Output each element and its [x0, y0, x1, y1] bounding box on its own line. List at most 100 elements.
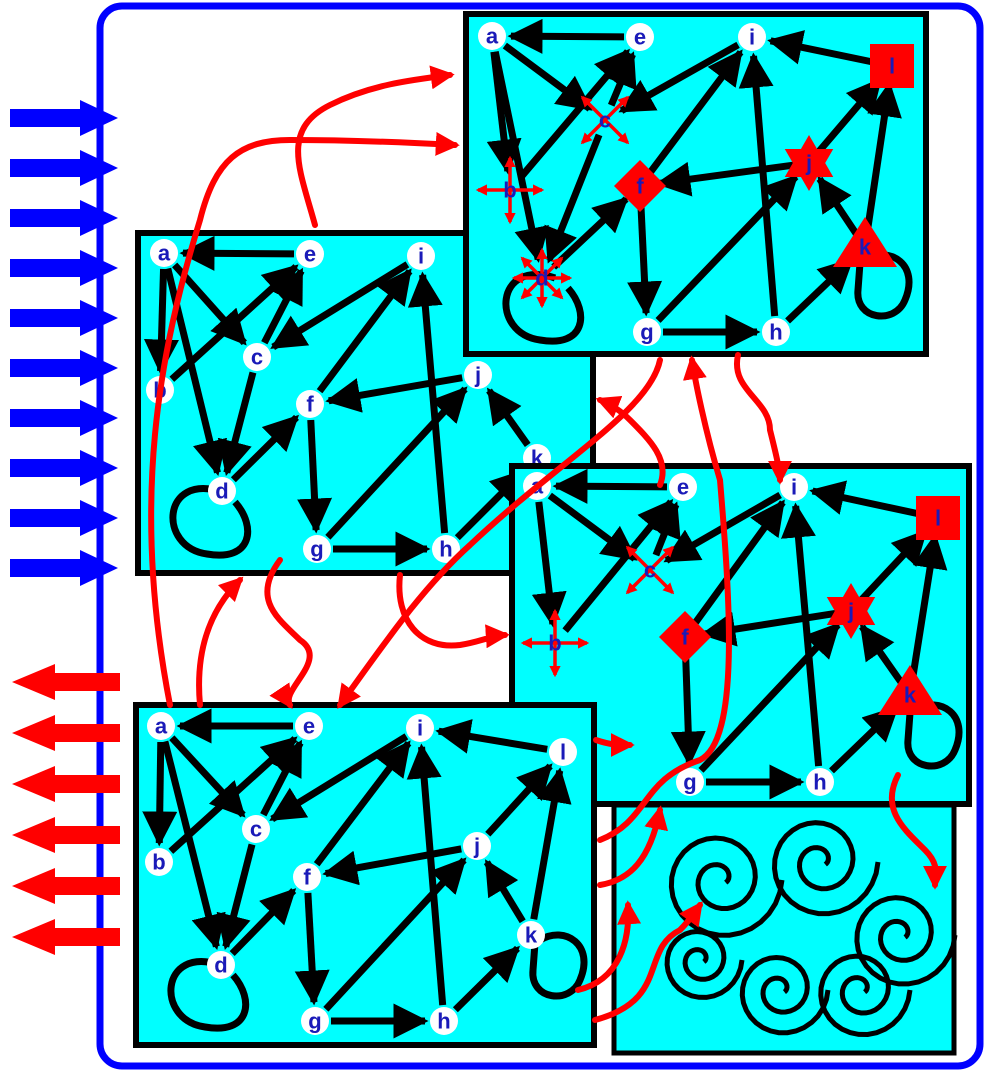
node-circle [293, 863, 321, 891]
chaos-panel [611, 802, 958, 1056]
edge-a-c [502, 42, 593, 112]
edge-a-b [143, 268, 179, 375]
transfer-arrow [337, 357, 663, 709]
node-circle [303, 535, 331, 563]
node-k: k [833, 217, 897, 267]
edge-j-f [325, 374, 463, 413]
edge-f-g [294, 892, 330, 1006]
node-circle [407, 242, 435, 270]
edge-h-k [785, 257, 854, 324]
edge-g-j [655, 174, 799, 323]
node-label: e [677, 475, 689, 500]
inflow-arrows [10, 100, 118, 586]
node-label: e [304, 242, 316, 267]
edge-j-l [485, 763, 553, 837]
node-circle [806, 768, 834, 796]
node-h: h [806, 768, 834, 796]
node-label: j [805, 151, 812, 176]
node-h: h [762, 318, 790, 346]
transfer-arrow [597, 805, 668, 888]
inflow-arrow [10, 450, 118, 486]
chaos-spiral [739, 954, 831, 1036]
edge-a-c [547, 492, 638, 562]
node-l: l [870, 44, 914, 88]
node-circle [738, 23, 766, 51]
node-spoke [580, 118, 607, 145]
outflow-arrow [12, 817, 120, 853]
inflow-arrow [10, 300, 118, 336]
node-label: a [158, 241, 171, 266]
node-circle [243, 343, 271, 371]
node-circle [430, 1007, 458, 1035]
node-spoke [625, 545, 652, 572]
node-label: h [437, 1009, 450, 1034]
edge-h-k [452, 945, 520, 1013]
inflow-arrow [10, 150, 118, 186]
edge-e-a [507, 18, 625, 54]
edge-j-f [322, 845, 462, 886]
node-circle [432, 535, 460, 563]
node-circle [549, 738, 577, 766]
edge-c-d [217, 371, 257, 477]
edge-j-f [655, 161, 794, 197]
node-a: a [150, 239, 178, 267]
node-f: f [296, 390, 324, 418]
node-circle [150, 239, 178, 267]
node-label: i [418, 244, 424, 269]
node-c: c [242, 815, 270, 843]
self-loop-d [167, 958, 250, 1032]
node-g: g [301, 1007, 329, 1035]
node-d: d [208, 477, 236, 505]
node-k: k [517, 921, 545, 949]
node-spoke [625, 568, 652, 595]
self-loop-d [169, 485, 252, 559]
edge-f-i [691, 499, 786, 627]
node-circle [147, 712, 175, 740]
node-diamond [614, 160, 666, 212]
node-spoke [540, 256, 564, 280]
edge-k-j [816, 175, 860, 236]
edge-h-i [406, 743, 447, 1006]
node-label: d [535, 266, 548, 291]
node-label: j [474, 363, 481, 388]
node-c: c [625, 545, 675, 595]
node-label: f [306, 392, 314, 417]
node-circle [145, 848, 173, 876]
edge-a-d [161, 740, 226, 950]
transfer-arrow [575, 900, 642, 993]
chaos-spiral [854, 895, 958, 987]
node-label: c [644, 558, 656, 583]
node-f: f [614, 160, 666, 212]
node-label: k [904, 683, 917, 708]
node-spoke [648, 545, 675, 572]
edge-f-g [670, 652, 706, 767]
node-label: c [250, 817, 262, 842]
transfer-arrows [148, 65, 948, 1023]
edge-a-b [142, 741, 178, 847]
node-circle [301, 1007, 329, 1035]
node-circle [669, 473, 697, 501]
node-d: d [207, 951, 235, 979]
edge-l-i [767, 30, 878, 67]
edge-d-f [229, 888, 297, 957]
node-g: g [633, 318, 661, 346]
node-i: i [738, 23, 766, 51]
node-square [870, 44, 914, 88]
transfer-arrow [597, 355, 732, 843]
node-label: f [681, 625, 689, 650]
node-circle [517, 921, 545, 949]
edge-l-i [435, 719, 548, 754]
node-a: a [147, 712, 175, 740]
inflow-arrow [10, 400, 118, 436]
node-c: c [243, 343, 271, 371]
node-circle [463, 832, 491, 860]
node-circle [208, 477, 236, 505]
node-j: j [463, 832, 491, 860]
transfer-arrow [595, 395, 666, 488]
outflow-arrow [12, 766, 120, 802]
node-label: l [560, 740, 566, 765]
node-b: b [520, 608, 590, 678]
node-circle [242, 815, 270, 843]
node-l: l [549, 738, 577, 766]
